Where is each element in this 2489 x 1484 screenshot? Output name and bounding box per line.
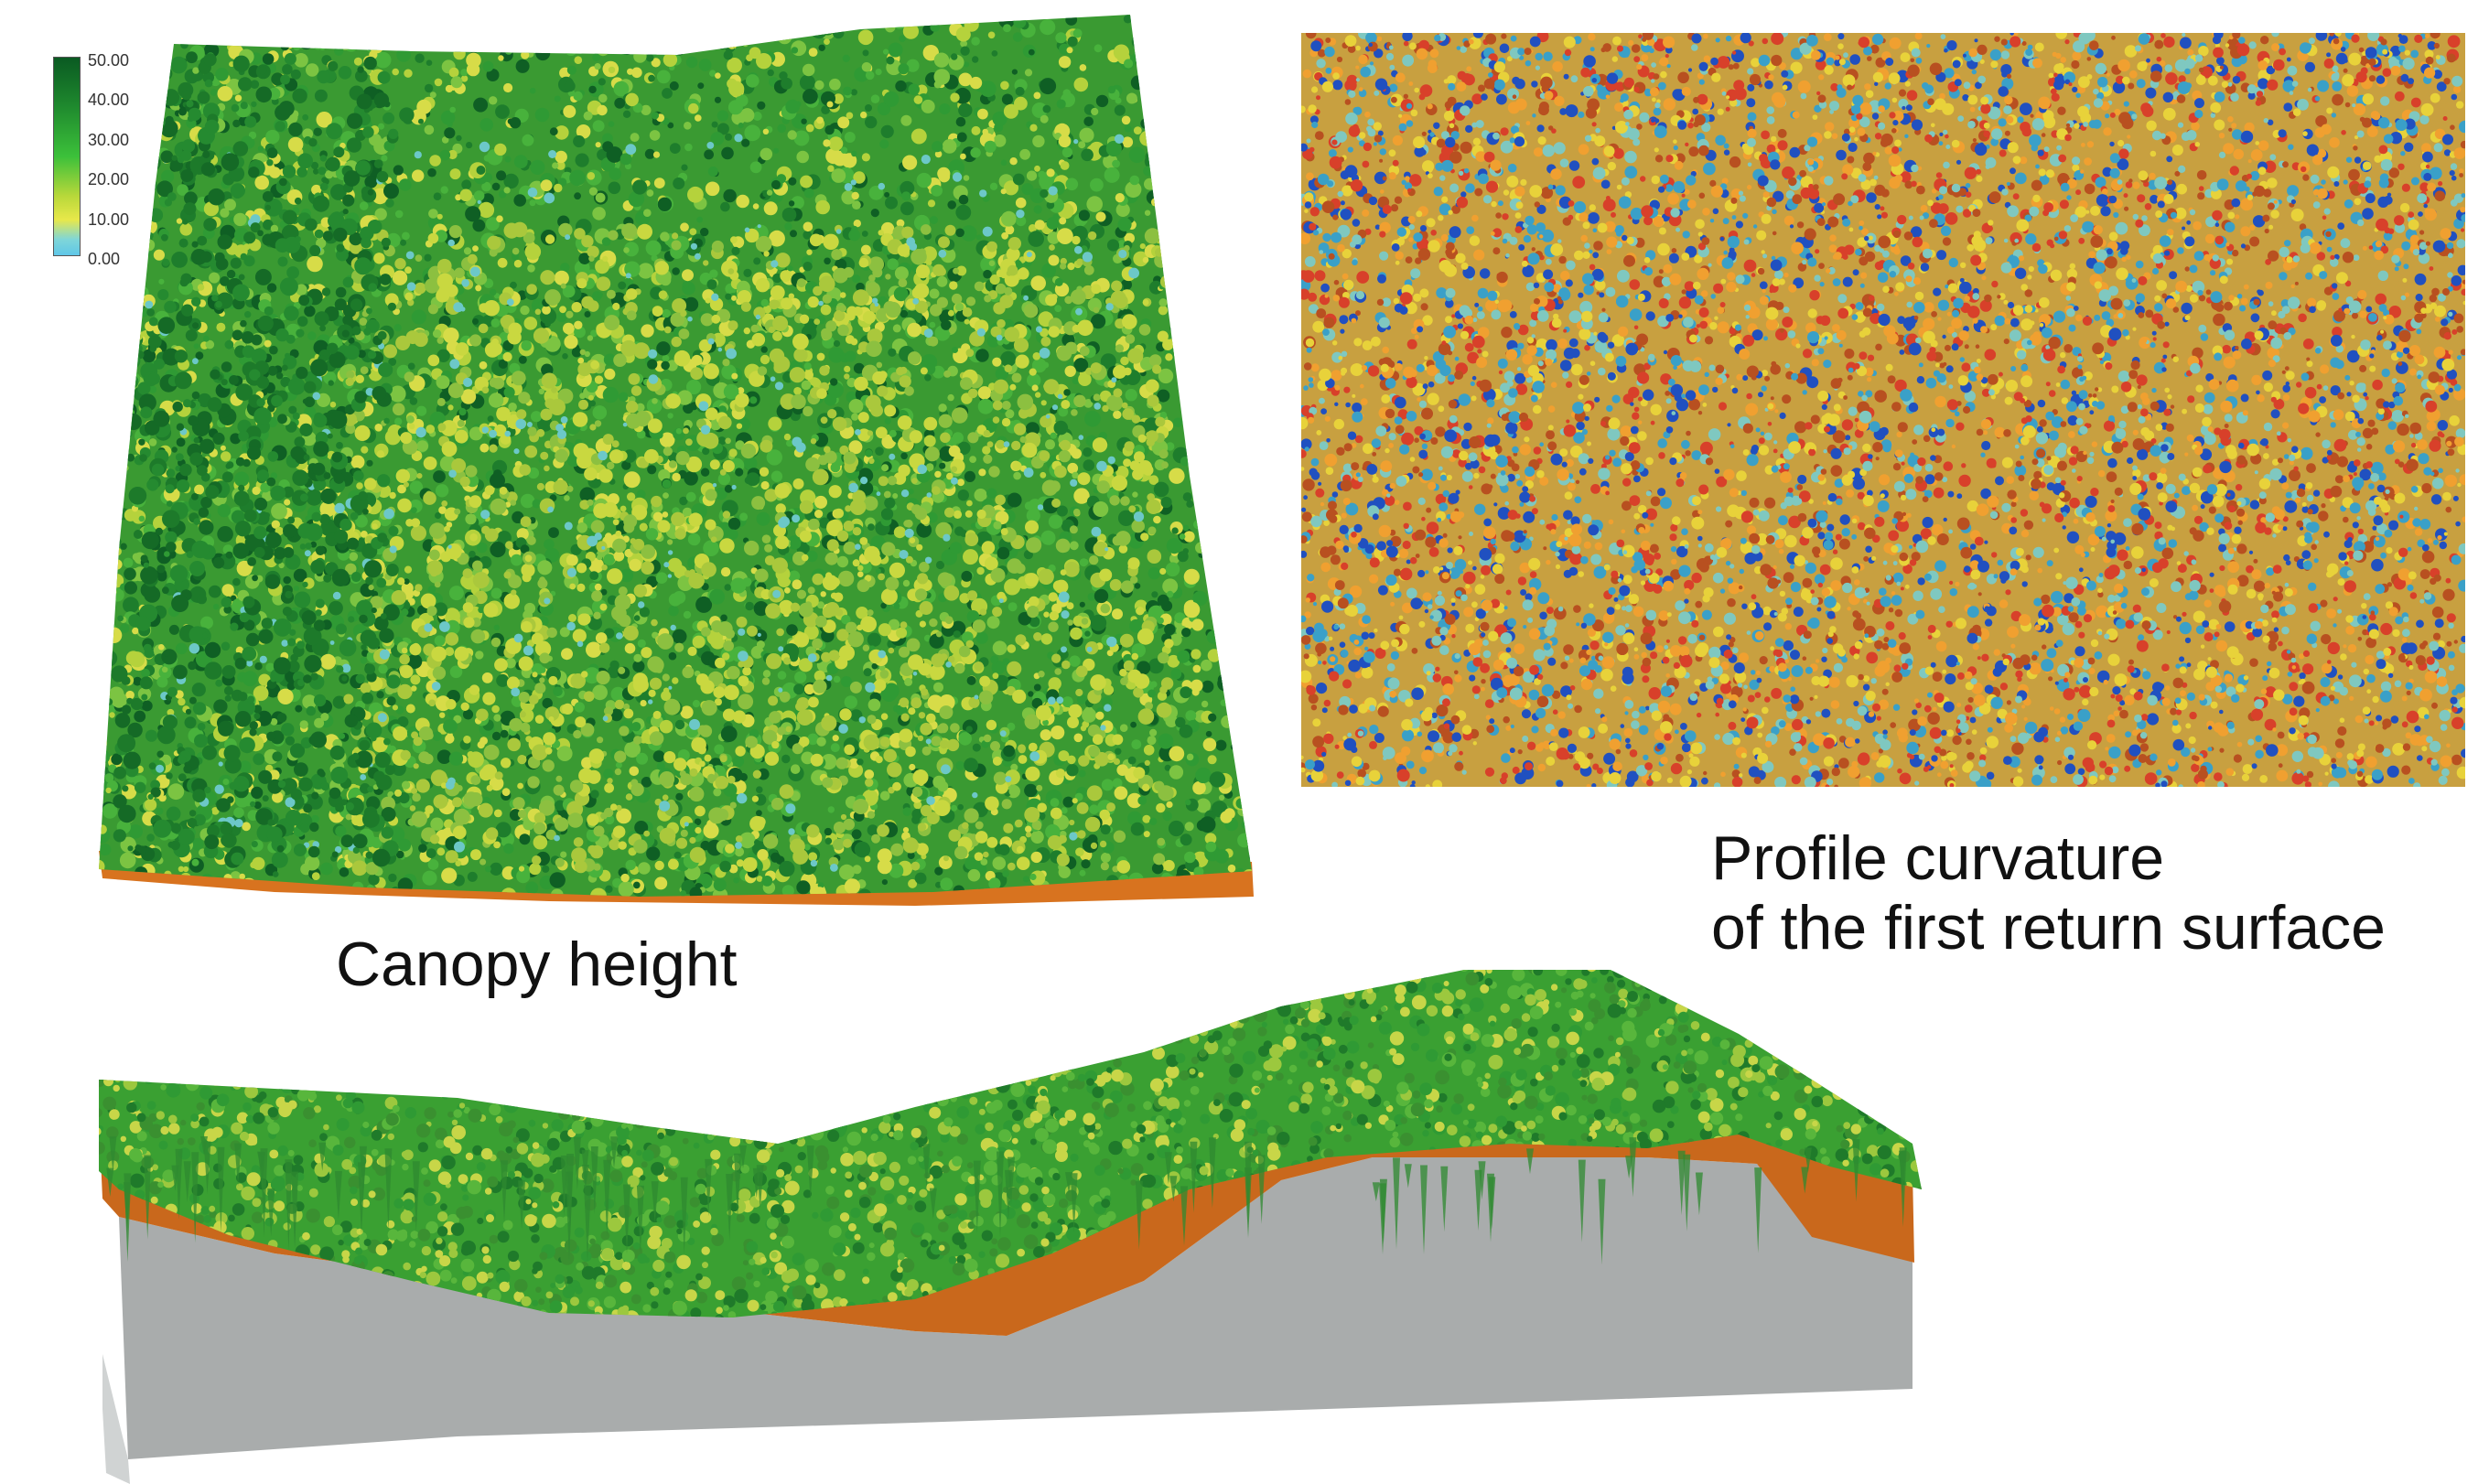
legend-tick: 10.00	[88, 210, 130, 229]
profile-curvature-caption: Profile curvature of the first return su…	[1711, 823, 2386, 962]
legend-tick: 20.00	[88, 170, 130, 188]
canopy-texture	[99, 15, 1252, 897]
height-legend: 50.00 40.00 30.00 20.00 10.00 0.00	[53, 51, 154, 268]
legend-tick: 50.00	[88, 51, 130, 70]
profile-curvature-caption-line2: of the first return surface	[1711, 893, 2386, 962]
curvature-texture	[1301, 33, 2465, 787]
canopy-spikes	[106, 1136, 1907, 1265]
legend-tick: 0.00	[88, 250, 121, 268]
cross-section-block	[99, 970, 1922, 1484]
legend-tick: 40.00	[88, 91, 130, 109]
bedrock-front	[119, 1157, 1913, 1459]
canopy-height-block	[99, 15, 1254, 906]
profile-curvature-caption-line1: Profile curvature	[1711, 823, 2165, 893]
canopy-height-caption: Canopy height	[336, 930, 738, 999]
bedrock-side	[102, 1354, 130, 1484]
legend-tick: 30.00	[88, 131, 130, 149]
height-legend-colorbar	[53, 57, 81, 256]
profile-curvature-image	[1301, 33, 2465, 787]
